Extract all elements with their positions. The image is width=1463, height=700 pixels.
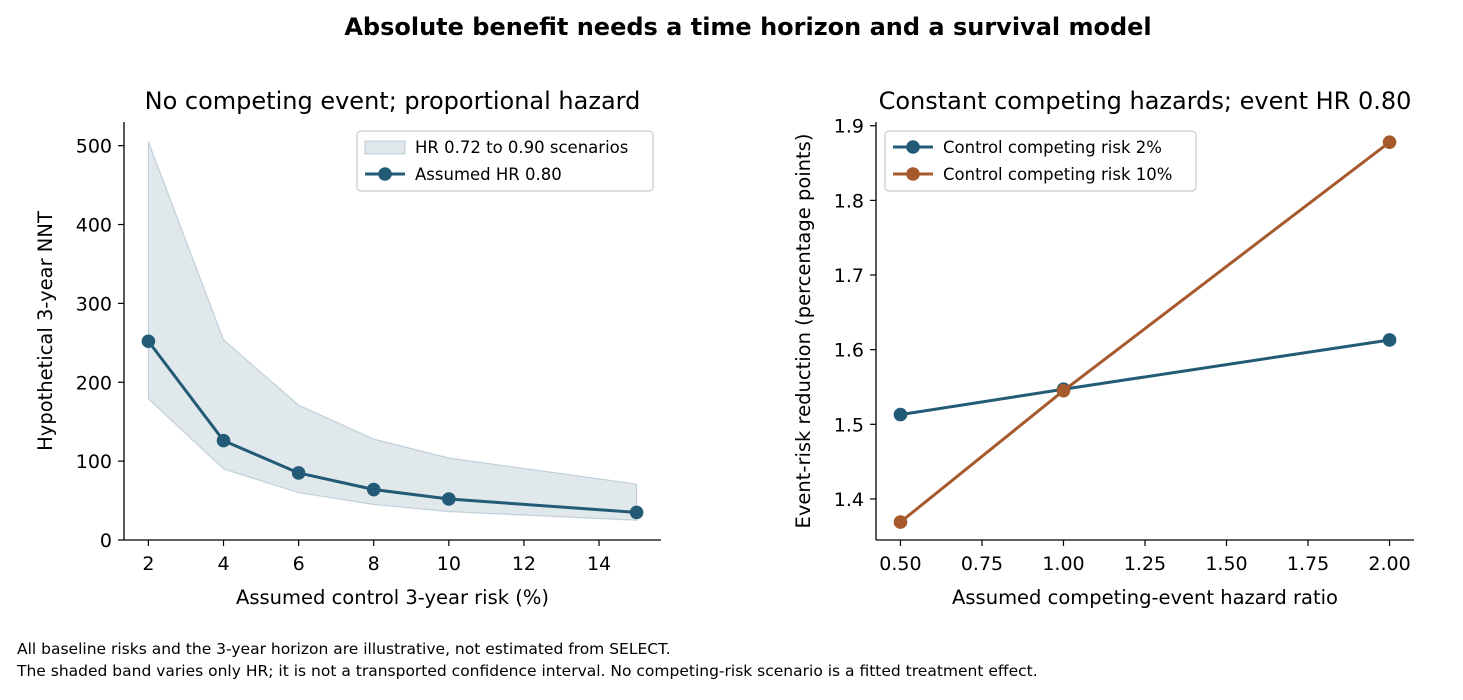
series-line-2 — [899, 140, 1391, 524]
series-line-1 — [900, 338, 1390, 417]
legend-box — [356, 130, 654, 192]
data-point-s1-6 — [629, 505, 644, 520]
legend-swatch-marker — [906, 140, 920, 154]
y-tick-label: 400 — [76, 215, 112, 237]
x-tick-label: 10 — [437, 553, 461, 575]
data-point-s1-1 — [141, 334, 156, 349]
legend-label: Control competing risk 10% — [943, 165, 1172, 184]
y-tick-label: 1.5 — [834, 414, 864, 436]
x-tick-label: 0.50 — [879, 553, 921, 575]
x-tick-label: 2 — [142, 553, 154, 575]
legend-box — [884, 130, 1197, 192]
data-point-s1-5 — [442, 492, 456, 506]
y-tick-label: 1.9 — [834, 116, 864, 138]
data-point-s2-3 — [1382, 135, 1397, 149]
y-tick-label: 1.4 — [834, 489, 864, 511]
legend-swatch-marker — [906, 167, 920, 181]
data-point-s2-2 — [1056, 383, 1071, 398]
data-point-s1-2 — [216, 433, 231, 448]
footnote-line-1: All baseline risks and the 3-year horizo… — [17, 640, 671, 658]
data-point-s1-3 — [1382, 333, 1397, 347]
y-tick-label: 1.6 — [834, 340, 864, 362]
x-tick-label: 2.00 — [1368, 553, 1410, 575]
x-tick-label: 12 — [512, 553, 536, 575]
figure-suptitle: Absolute benefit needs a time horizon an… — [344, 13, 1151, 41]
x-axis-label: Assumed competing-event hazard ratio — [952, 586, 1338, 609]
data-point-s1-3 — [291, 466, 306, 480]
y-axis-label: Event-risk reduction (percentage points) — [792, 134, 815, 529]
scenario-band — [147, 141, 638, 521]
x-tick-label: 1.50 — [1205, 553, 1247, 575]
y-tick-label: 100 — [76, 451, 112, 473]
x-tick-label: 14 — [587, 553, 611, 575]
y-tick-label: 1.7 — [834, 265, 864, 287]
panel-title: Constant competing hazards; event HR 0.8… — [879, 87, 1412, 115]
y-tick-label: 200 — [76, 372, 112, 394]
legend-swatch-band — [364, 140, 406, 155]
data-point-s1-4 — [366, 482, 381, 497]
y-tick-label: 500 — [76, 136, 112, 158]
legend-swatch-marker — [378, 167, 392, 181]
legend-label: Control competing risk 2% — [943, 138, 1162, 157]
series-line-1 — [147, 340, 637, 514]
x-tick-label: 6 — [293, 553, 305, 575]
right-panel: 0.50 0.75 1.00 1.25 1.50 1.75 2.00 1.4 1.5 1.6 1.7… — [792, 87, 1414, 609]
data-point-s1-1 — [893, 407, 908, 422]
x-tick-label: 8 — [368, 553, 380, 575]
data-point-s2-1 — [893, 515, 908, 529]
left-panel: 2 4 6 8 10 12 14 0 100 200 300 400 500 No competing e… — [34, 87, 661, 609]
x-tick-label: 1.00 — [1042, 553, 1084, 575]
x-tick-label: 1.25 — [1124, 553, 1166, 575]
panel-title: No competing event; proportional hazard — [145, 87, 641, 115]
legend-label: Assumed HR 0.80 — [415, 165, 562, 184]
y-tick-label: 0 — [100, 530, 112, 552]
y-tick-label: 300 — [76, 293, 112, 315]
footnote-line-2: The shaded band varies only HR; it is no… — [17, 662, 1038, 680]
x-tick-label: 1.75 — [1287, 553, 1329, 575]
x-axis-label: Assumed control 3-year risk (%) — [236, 586, 549, 609]
y-axis-label: Hypothetical 3-year NNT — [34, 211, 57, 451]
y-tick-label: 1.8 — [834, 190, 864, 212]
legend-label: HR 0.72 to 0.90 scenarios — [415, 138, 628, 157]
x-tick-label: 0.75 — [961, 553, 1003, 575]
x-tick-label: 4 — [217, 553, 229, 575]
